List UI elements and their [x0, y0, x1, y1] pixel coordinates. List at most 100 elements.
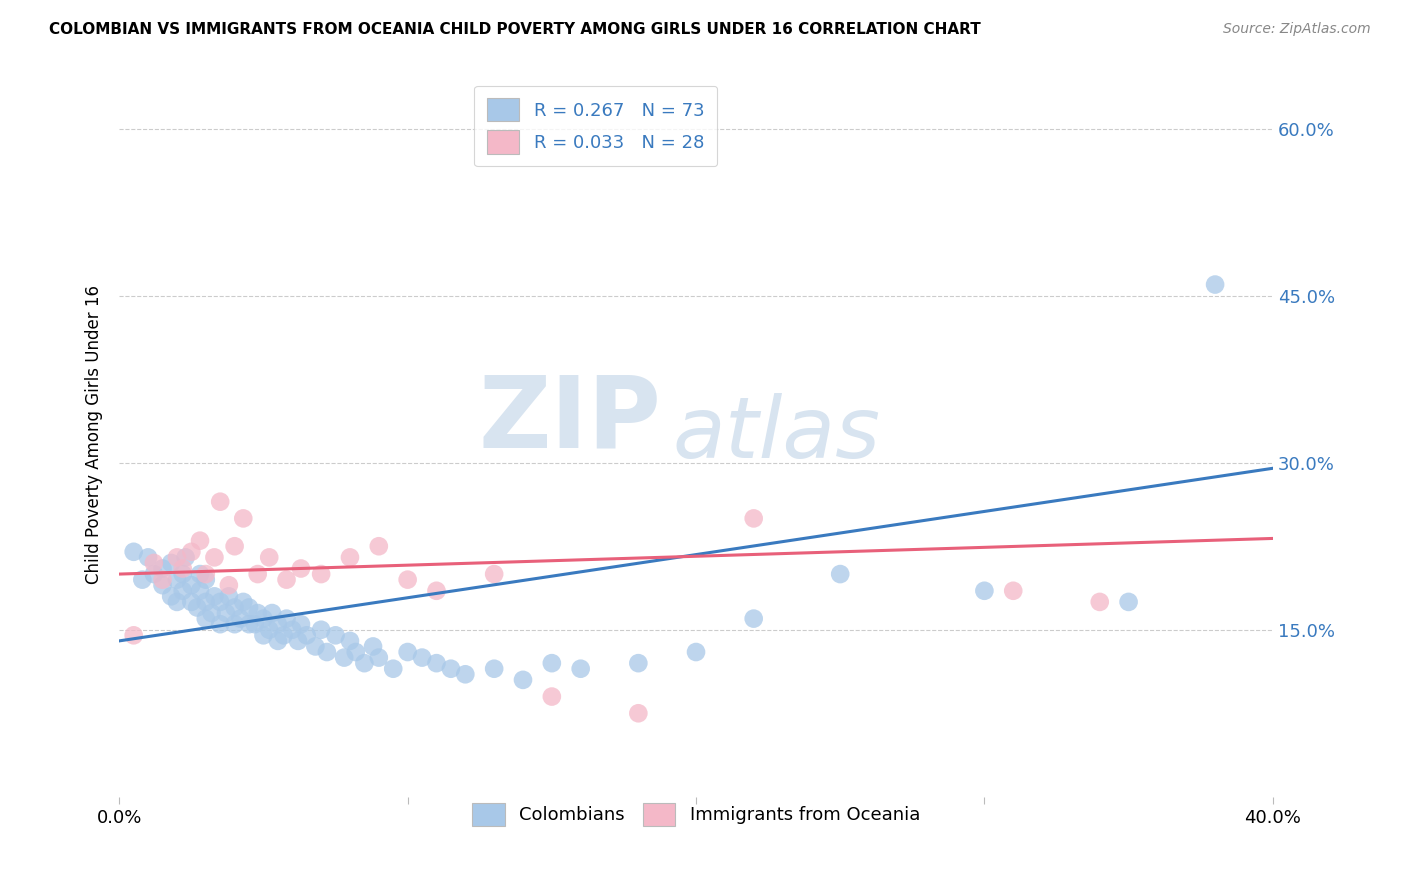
Point: [627, 656, 650, 670]
Point: [209, 494, 232, 508]
Point: [224, 539, 246, 553]
Point: [243, 617, 266, 632]
Point: [186, 600, 208, 615]
Point: [1204, 277, 1226, 292]
Point: [152, 578, 174, 592]
Point: [482, 567, 505, 582]
Point: [229, 612, 252, 626]
Point: [339, 550, 361, 565]
Point: [290, 561, 312, 575]
Text: ZIP: ZIP: [478, 372, 661, 469]
Point: [160, 556, 183, 570]
Point: [152, 573, 174, 587]
Point: [257, 550, 280, 565]
Point: [172, 583, 194, 598]
Point: [273, 628, 295, 642]
Point: [382, 662, 405, 676]
Point: [194, 595, 217, 609]
Point: [122, 628, 145, 642]
Point: [174, 550, 197, 565]
Point: [218, 590, 240, 604]
Point: [172, 561, 194, 575]
Point: [1118, 595, 1140, 609]
Point: [166, 550, 188, 565]
Point: [194, 573, 217, 587]
Legend: Colombians, Immigrants from Oceania: Colombians, Immigrants from Oceania: [463, 794, 929, 835]
Point: [160, 590, 183, 604]
Point: [569, 662, 592, 676]
Point: [238, 617, 260, 632]
Point: [204, 550, 226, 565]
Point: [257, 623, 280, 637]
Point: [262, 606, 284, 620]
Point: [180, 545, 202, 559]
Point: [131, 573, 153, 587]
Point: [540, 656, 562, 670]
Point: [685, 645, 707, 659]
Point: [396, 573, 419, 587]
Point: [1002, 583, 1025, 598]
Point: [224, 617, 246, 632]
Point: [742, 511, 765, 525]
Point: [540, 690, 562, 704]
Point: [218, 578, 240, 592]
Point: [267, 633, 290, 648]
Point: [276, 573, 298, 587]
Point: [290, 617, 312, 632]
Point: [188, 533, 211, 548]
Point: [742, 612, 765, 626]
Point: [309, 623, 332, 637]
Point: [136, 550, 159, 565]
Point: [627, 706, 650, 721]
Point: [973, 583, 995, 598]
Point: [425, 656, 447, 670]
Point: [344, 645, 367, 659]
Point: [830, 567, 852, 582]
Point: [215, 606, 238, 620]
Point: [252, 612, 274, 626]
Point: [333, 650, 356, 665]
Point: [252, 628, 274, 642]
Point: [142, 567, 165, 582]
Point: [309, 567, 332, 582]
Point: [194, 612, 217, 626]
Y-axis label: Child Poverty Among Girls Under 16: Child Poverty Among Girls Under 16: [86, 285, 103, 584]
Point: [396, 645, 419, 659]
Point: [325, 628, 347, 642]
Point: [411, 650, 433, 665]
Point: [188, 583, 211, 598]
Point: [209, 595, 232, 609]
Point: [482, 662, 505, 676]
Point: [232, 511, 254, 525]
Point: [224, 600, 246, 615]
Text: atlas: atlas: [673, 393, 882, 476]
Point: [166, 595, 188, 609]
Point: [204, 590, 226, 604]
Point: [194, 567, 217, 582]
Point: [367, 650, 389, 665]
Point: [353, 656, 375, 670]
Text: COLOMBIAN VS IMMIGRANTS FROM OCEANIA CHILD POVERTY AMONG GIRLS UNDER 16 CORRELAT: COLOMBIAN VS IMMIGRANTS FROM OCEANIA CHI…: [49, 22, 981, 37]
Point: [304, 640, 326, 654]
Text: Source: ZipAtlas.com: Source: ZipAtlas.com: [1223, 22, 1371, 37]
Point: [425, 583, 447, 598]
Point: [209, 617, 232, 632]
Point: [1088, 595, 1111, 609]
Point: [152, 561, 174, 575]
Point: [122, 545, 145, 559]
Point: [287, 633, 309, 648]
Point: [142, 556, 165, 570]
Point: [512, 673, 534, 687]
Point: [232, 595, 254, 609]
Point: [200, 606, 222, 620]
Point: [188, 567, 211, 582]
Point: [238, 600, 260, 615]
Point: [172, 567, 194, 582]
Point: [454, 667, 477, 681]
Point: [276, 612, 298, 626]
Point: [339, 633, 361, 648]
Point: [440, 662, 463, 676]
Point: [246, 567, 269, 582]
Point: [361, 640, 384, 654]
Point: [316, 645, 339, 659]
